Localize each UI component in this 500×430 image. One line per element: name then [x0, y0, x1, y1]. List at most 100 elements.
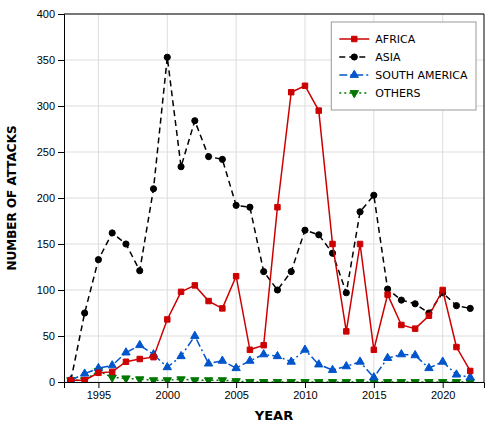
tick-mark — [374, 382, 375, 388]
marker — [136, 377, 144, 382]
grid-line — [64, 336, 484, 337]
marker — [439, 380, 447, 382]
marker — [315, 380, 323, 382]
marker — [191, 378, 199, 382]
marker — [233, 273, 238, 278]
tick-mark — [58, 244, 64, 245]
legend-item: SOUTH AMERICA — [339, 69, 468, 82]
series-line — [71, 336, 470, 380]
marker — [398, 297, 404, 303]
tick-mark — [58, 152, 64, 153]
legend-item: ASIA — [339, 51, 401, 64]
marker — [108, 375, 116, 382]
marker — [274, 287, 280, 293]
marker — [191, 331, 199, 338]
tick-label: 2000 — [156, 389, 180, 401]
marker — [301, 345, 309, 352]
marker — [357, 241, 362, 246]
marker — [397, 380, 405, 382]
marker — [220, 306, 225, 311]
legend-item: OTHERS — [339, 87, 420, 100]
marker — [288, 269, 294, 275]
marker — [383, 380, 391, 382]
marker — [344, 329, 349, 334]
marker — [232, 379, 240, 382]
marker — [233, 202, 239, 208]
marker — [301, 380, 309, 382]
marker — [108, 361, 116, 368]
marker — [356, 380, 364, 382]
marker — [123, 241, 129, 247]
legend-marker — [352, 36, 357, 41]
tick: 2010 — [293, 382, 317, 401]
tick-mark — [236, 382, 237, 388]
marker — [370, 373, 378, 380]
marker — [261, 269, 267, 275]
legend-label: ASIA — [375, 51, 401, 64]
marker — [288, 89, 293, 94]
tick: 2015 — [362, 382, 386, 401]
marker — [164, 54, 170, 60]
axis-line — [58, 15, 65, 383]
marker — [95, 257, 101, 263]
marker — [371, 192, 377, 198]
tick-mark — [305, 382, 306, 388]
tick-label: 400 — [37, 8, 55, 20]
grid — [64, 14, 484, 382]
tick: 300 — [37, 100, 64, 112]
marker — [343, 290, 349, 296]
marker — [80, 378, 88, 382]
marker — [137, 356, 142, 361]
marker — [453, 303, 459, 309]
marker — [82, 377, 87, 382]
legend-label: SOUTH AMERICA — [375, 69, 468, 82]
marker — [192, 118, 198, 124]
tick-label: 150 — [37, 238, 55, 250]
marker — [218, 356, 226, 363]
axis-line — [65, 383, 485, 389]
marker — [467, 305, 473, 311]
marker — [356, 357, 364, 364]
tick: 200 — [37, 192, 64, 204]
marker — [273, 351, 281, 358]
tick: 400 — [37, 8, 64, 20]
marker — [137, 268, 143, 274]
marker — [68, 377, 74, 382]
tick-label: 2010 — [293, 389, 317, 401]
marker — [342, 380, 350, 382]
frame-line — [484, 14, 485, 382]
marker — [439, 357, 447, 364]
marker — [330, 241, 335, 246]
marker — [399, 322, 404, 327]
marker — [411, 351, 419, 358]
tick: 2000 — [156, 382, 180, 401]
marker — [342, 362, 350, 369]
marker — [165, 317, 170, 322]
marker — [94, 369, 102, 376]
marker — [96, 370, 101, 375]
marker — [219, 156, 225, 162]
marker — [80, 369, 88, 376]
marker — [260, 380, 268, 382]
tick: 150 — [37, 238, 64, 250]
tick-label: 1995 — [87, 389, 111, 401]
marker — [454, 344, 459, 349]
legend-marker — [350, 91, 358, 98]
marker — [68, 377, 73, 382]
marker — [247, 204, 253, 210]
marker — [328, 365, 336, 372]
frame-line — [64, 14, 484, 15]
marker — [218, 378, 226, 382]
tick-label: 300 — [37, 100, 55, 112]
series — [67, 369, 475, 382]
marker — [163, 362, 171, 369]
tick-label: 2020 — [431, 389, 455, 401]
tick-mark — [58, 198, 64, 199]
tick-label: 250 — [37, 146, 55, 158]
marker — [246, 356, 254, 363]
tick-mark — [443, 382, 444, 388]
marker — [467, 368, 472, 373]
legend-label: AFRICA — [375, 33, 415, 46]
marker — [136, 340, 144, 347]
series-line — [71, 86, 470, 380]
